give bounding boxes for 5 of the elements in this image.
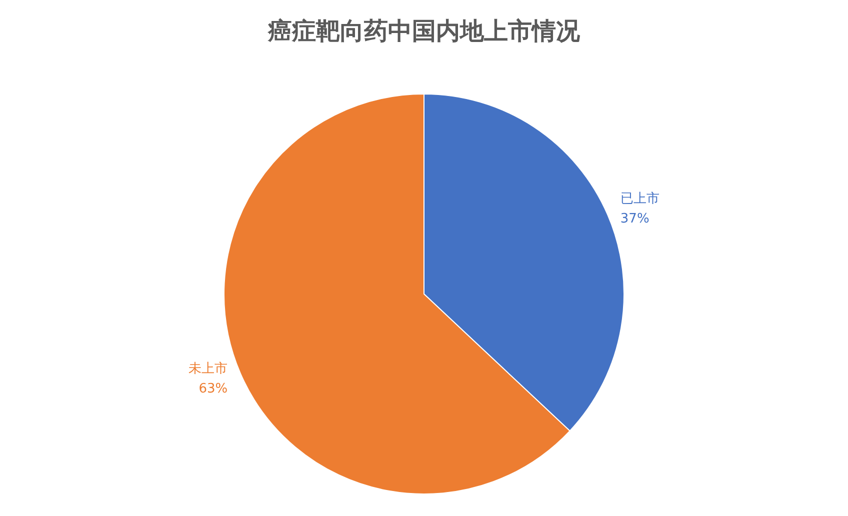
chart-title: 癌症靶向药中国内地上市情况 bbox=[267, 17, 581, 45]
data-label: 37% bbox=[620, 212, 650, 227]
slice-label: 已上市 bbox=[620, 192, 660, 207]
data-label: 63% bbox=[198, 381, 228, 396]
slice-label: 未上市 bbox=[188, 361, 228, 376]
